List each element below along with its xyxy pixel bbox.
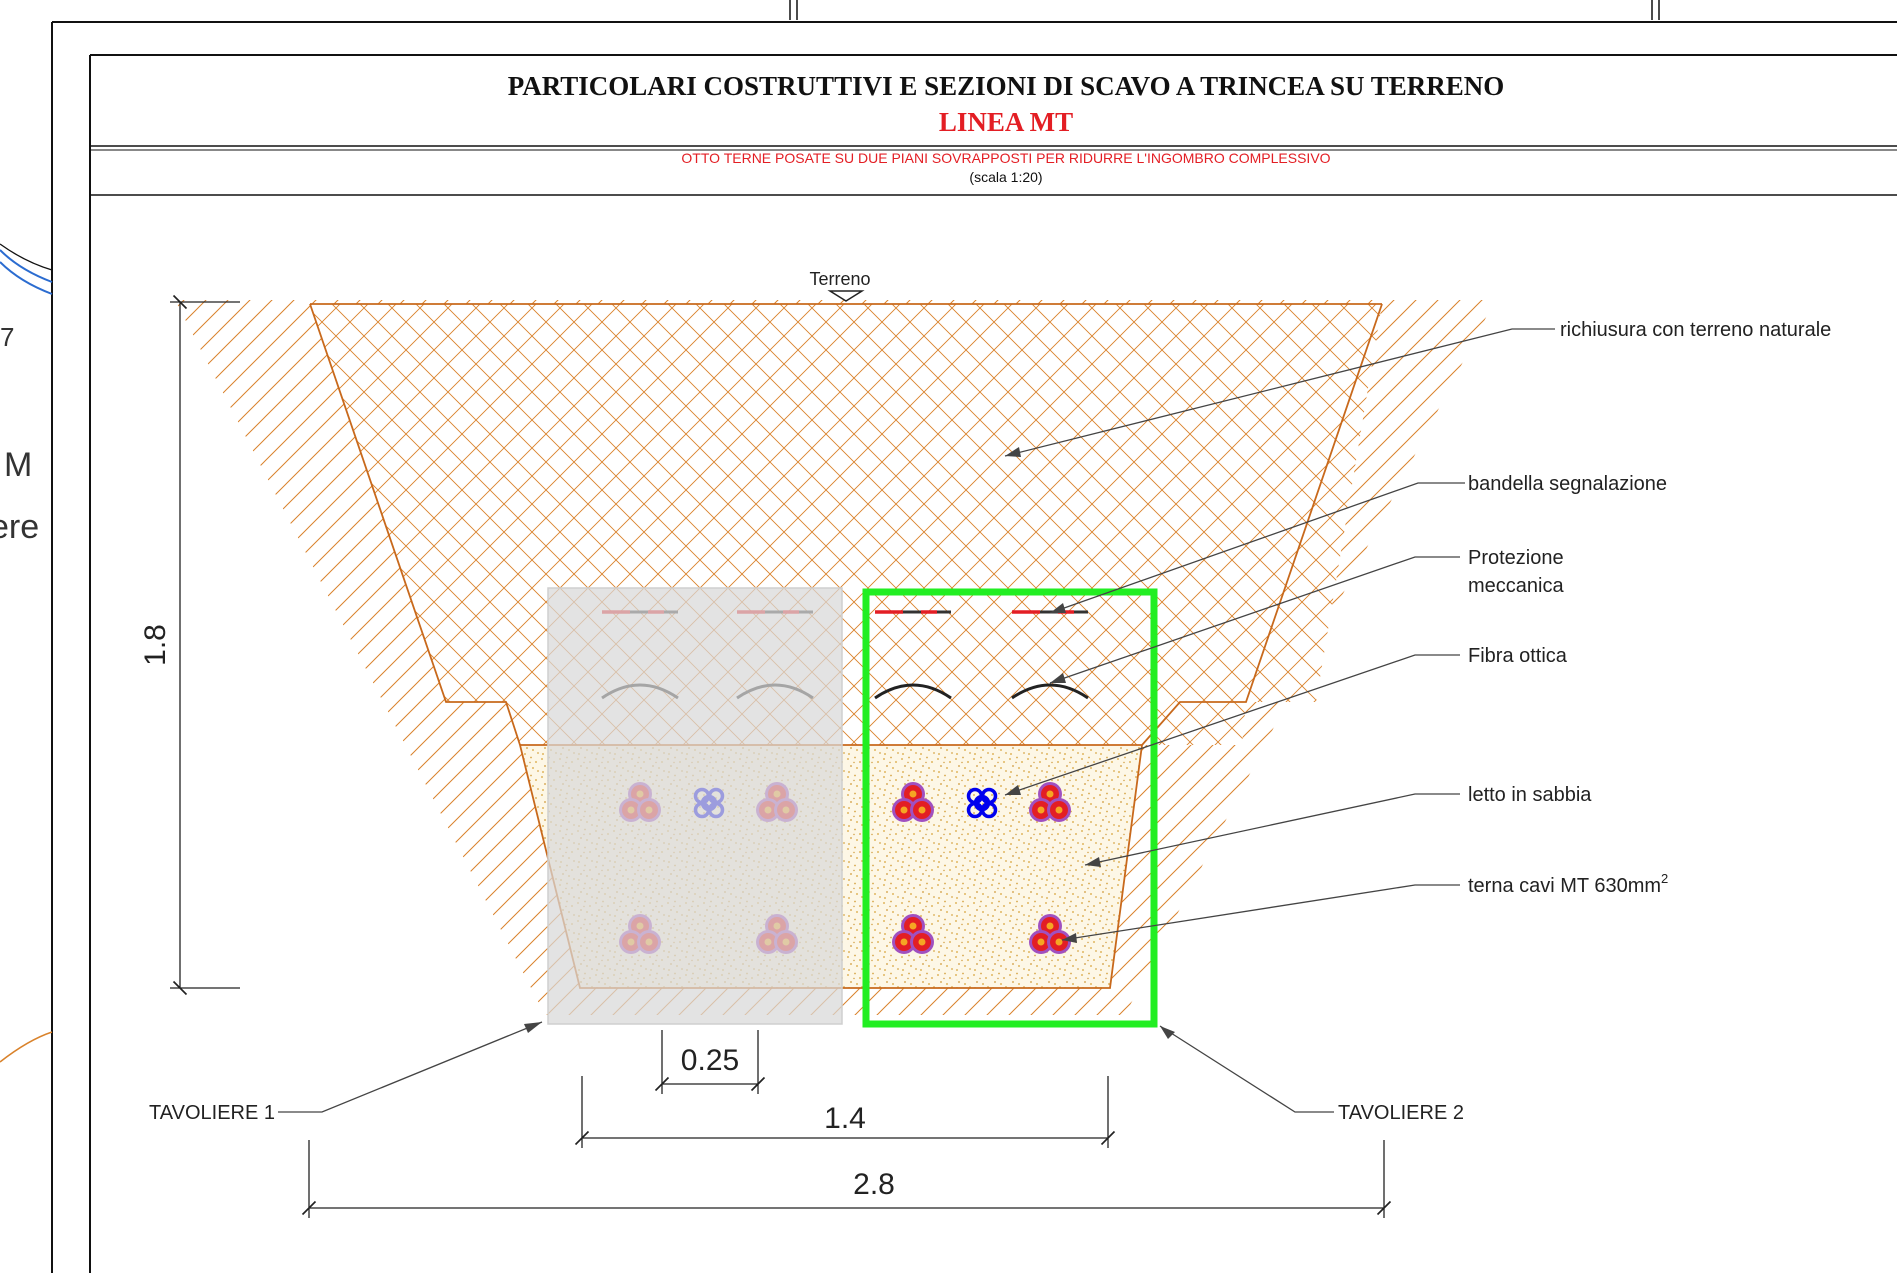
background-fragment-ere: ere	[0, 508, 39, 546]
leader-arrowheads	[524, 447, 1175, 1039]
fiber-bundle-2	[966, 787, 998, 819]
label-warning-tape: bandella segnalazione	[1468, 473, 1667, 495]
spacing-dimension	[654, 1030, 766, 1094]
depth-dimension	[170, 294, 240, 996]
mechanical-protection-3	[874, 683, 952, 700]
cable-trefoil-8	[1029, 914, 1071, 954]
top-width-dimension	[301, 1140, 1392, 1218]
label-fiber: Fibra ottica	[1468, 645, 1568, 667]
ground-label: Terreno	[809, 269, 870, 289]
depth-value: 1.8	[139, 624, 172, 666]
leader-lines	[278, 328, 1555, 1113]
backfill-zone	[310, 304, 1382, 745]
label-protection-2: meccanica	[1468, 575, 1564, 597]
sheet-description: OTTO TERNE POSATE SU DUE PIANI SOVRAPPOS…	[681, 150, 1330, 166]
label-cables-sup: 2	[1661, 871, 1668, 886]
mechanical-protection-4	[1011, 683, 1089, 700]
label-cables-text: terna cavi MT 630mm	[1468, 875, 1661, 897]
background-fragment-7: 7	[0, 322, 14, 352]
ground-level-marker: Terreno	[809, 269, 871, 302]
spacing-value: 0.25	[681, 1044, 739, 1077]
tavoliere-1-overlay	[547, 587, 843, 1025]
sheet-title: PARTICOLARI COSTRUTTIVI E SEZIONI DI SCA…	[508, 71, 1505, 101]
cable-trefoil-5	[892, 782, 934, 822]
bottom-width-dimension	[574, 1076, 1116, 1148]
cable-trefoil-7	[892, 914, 934, 954]
sheet-scale: (scala 1:20)	[969, 169, 1042, 185]
top-width-value: 2.8	[853, 1168, 895, 1201]
tavoliere-2-highlight	[862, 588, 1158, 1028]
label-tavoliere-2: TAVOLIERE 2	[1338, 1102, 1464, 1124]
cable-trefoil-6	[1029, 782, 1071, 822]
label-sand-bed: letto in sabbia	[1468, 784, 1592, 806]
bottom-width-value: 1.4	[824, 1102, 866, 1135]
label-cables: terna cavi MT 630mm2	[1468, 871, 1668, 897]
label-backfill: richiusura con terreno naturale	[1560, 319, 1831, 341]
sheet-subtitle: LINEA MT	[939, 107, 1073, 137]
label-protection-1: Protezione	[1468, 547, 1564, 569]
background-fragment-m: M	[4, 446, 32, 484]
label-tavoliere-1: TAVOLIERE 1	[149, 1102, 275, 1124]
title-block: PARTICOLARI COSTRUTTIVI E SEZIONI DI SCA…	[89, 54, 1897, 1273]
